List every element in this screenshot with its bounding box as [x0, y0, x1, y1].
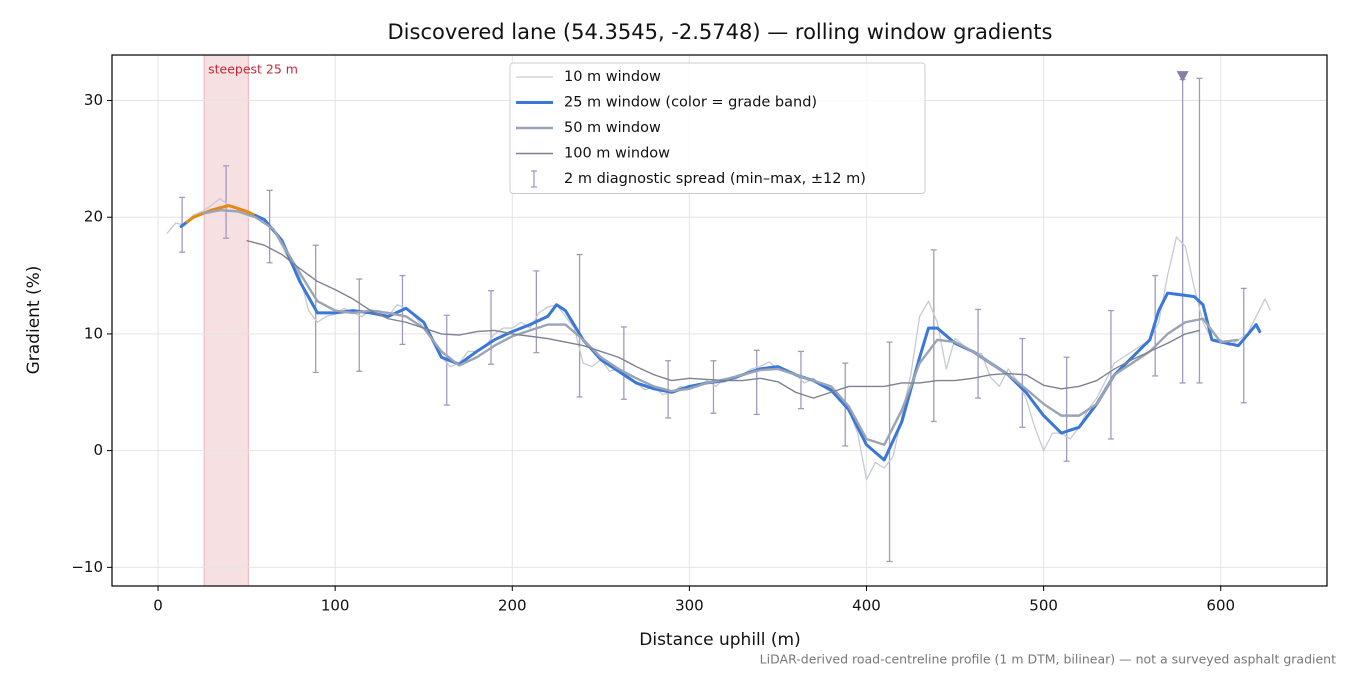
- line-segment: [820, 383, 842, 402]
- line-segment: [643, 384, 665, 393]
- line-segment: [1015, 382, 1037, 406]
- x-tick-label: 600: [1206, 597, 1235, 615]
- peak-marker: [1176, 71, 1189, 83]
- line-segment: [307, 295, 328, 315]
- line-segment: [1256, 326, 1262, 334]
- line-segment: [856, 425, 877, 454]
- line-segment: [1174, 292, 1192, 298]
- line-segment: [289, 259, 311, 299]
- line-segment: [236, 206, 257, 217]
- line-segment: [625, 375, 647, 388]
- line-segment: [466, 344, 488, 360]
- line-segment: [519, 319, 541, 330]
- legend-label: 50 m window: [564, 120, 661, 136]
- line-segment: [1197, 299, 1209, 324]
- error-bar: [930, 249, 937, 423]
- line-segment: [767, 365, 789, 373]
- y-tick-label: −10: [71, 558, 103, 576]
- error-bar: [1179, 78, 1186, 384]
- legend-label: 10 m window: [564, 69, 661, 85]
- line-segment: [891, 387, 913, 443]
- highlight-label: steepest 25 m: [208, 62, 298, 77]
- y-tick-label: 30: [84, 91, 103, 109]
- plot-frame: [111, 54, 1328, 587]
- line-segment: [873, 439, 895, 462]
- x-axis-label: Distance uphill (m): [639, 630, 800, 650]
- line-segment: [1139, 323, 1156, 351]
- line-segment: [484, 334, 505, 348]
- error-bar: [356, 278, 363, 372]
- chart-title: Discovered lane (54.3545, -2.5748) — rol…: [388, 20, 1053, 44]
- line: [202, 209, 1239, 446]
- error-bar: [710, 360, 717, 414]
- legend-label: 25 m window (color = grade band): [564, 95, 817, 111]
- line-segment: [1050, 422, 1072, 435]
- error-bar: [753, 349, 760, 416]
- y-axis-label: Gradient (%): [24, 266, 44, 375]
- x-tick-label: 300: [675, 597, 704, 615]
- line-segment: [559, 306, 576, 327]
- x-tick-label: 400: [852, 597, 881, 615]
- error-bar: [1107, 309, 1114, 440]
- line-segment: [550, 303, 563, 313]
- legend-label: 100 m window: [564, 146, 670, 162]
- line-segment: [1188, 294, 1201, 303]
- line-segment: [1228, 333, 1249, 348]
- line-segment: [922, 326, 935, 345]
- x-tick-label: 0: [153, 597, 163, 615]
- error-bar: [576, 253, 583, 398]
- line-segment: [537, 309, 554, 322]
- line-segment: [931, 326, 948, 338]
- error-bar: [1063, 356, 1070, 462]
- error-bar: [533, 270, 540, 354]
- error-bar: [620, 326, 627, 400]
- line-segment: [395, 306, 417, 317]
- line-segment: [608, 363, 629, 379]
- legend-box: [509, 62, 926, 194]
- error-bar: [223, 165, 230, 239]
- error-bar: [488, 290, 495, 365]
- error-bar: [1196, 77, 1203, 384]
- highlight-band: [203, 54, 249, 587]
- y-tick-label: 20: [84, 208, 103, 226]
- error-bar: [1019, 337, 1026, 428]
- line-segment: [185, 212, 204, 224]
- x-tick-label: 100: [321, 597, 350, 615]
- footnote: LiDAR-derived road-centreline profile (1…: [760, 652, 1336, 667]
- line-segment: [1161, 291, 1178, 304]
- line-segment: [1068, 414, 1090, 432]
- y-tick-label: 0: [93, 441, 103, 459]
- line-segment: [1152, 300, 1165, 327]
- x-tick-label: 200: [498, 597, 527, 615]
- line: [246, 239, 1200, 399]
- line-segment: [218, 204, 240, 210]
- line-segment: [1033, 402, 1054, 426]
- y-tick-label: 10: [84, 324, 103, 342]
- line-segment: [838, 398, 860, 429]
- legend-label: 2 m diagnostic spread (min–max, ±12 m): [564, 171, 866, 187]
- line: [166, 197, 1271, 481]
- error-bar: [1240, 287, 1247, 404]
- x-tick-label: 500: [1029, 597, 1058, 615]
- line-segment: [501, 326, 523, 338]
